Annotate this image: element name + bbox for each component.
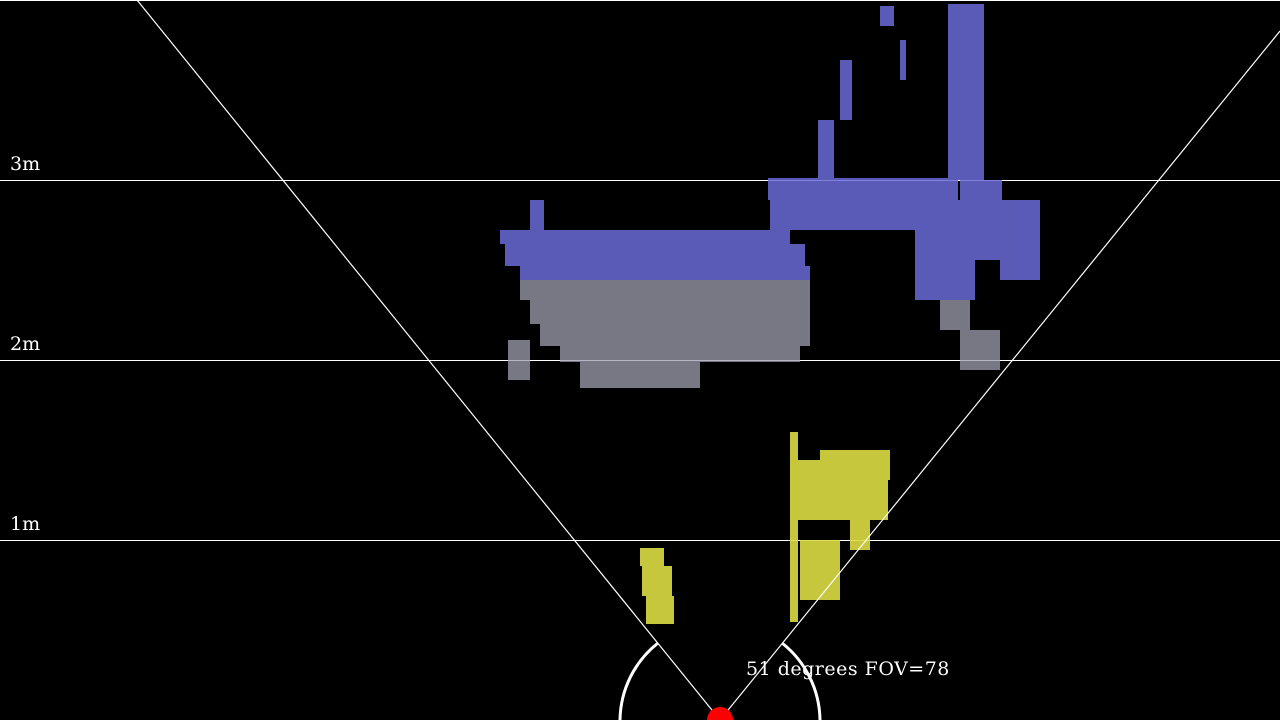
point-cloud-far (500, 4, 1040, 300)
fov-right-ray (719, 30, 1280, 720)
point-cloud-near (640, 432, 890, 624)
distance-label-1m: 1m (10, 513, 41, 535)
sensor-dot-icon (707, 707, 733, 720)
fov-left-ray (136, 0, 721, 720)
point-cloud-mid (508, 280, 1000, 388)
distance-label-3m: 3m (10, 153, 41, 175)
distance-label-2m: 2m (10, 333, 41, 355)
fov-readout: 51 degrees FOV=78 (746, 658, 950, 680)
sensor-range-arc-left (618, 641, 659, 720)
sensor-range-arc-right (781, 641, 822, 720)
